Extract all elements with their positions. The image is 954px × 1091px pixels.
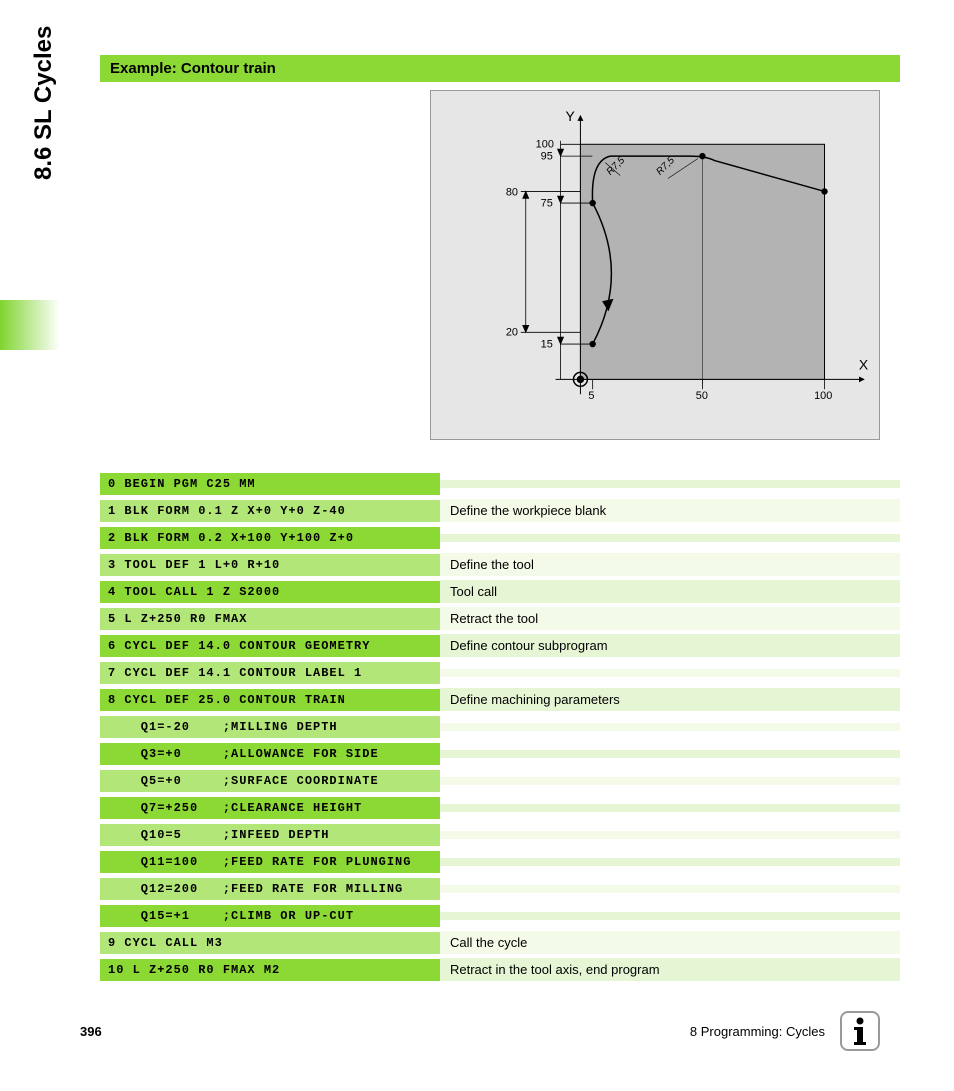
code-row: 0 BEGIN PGM C25 MM bbox=[100, 470, 900, 497]
desc-cell: Retract the tool bbox=[440, 607, 900, 630]
desc-cell bbox=[440, 858, 900, 866]
code-cell: Q12=200 ;FEED RATE FOR MILLING bbox=[100, 878, 440, 900]
axis-x-label: X bbox=[859, 356, 868, 372]
svg-text:80: 80 bbox=[506, 186, 518, 198]
code-row: Q3=+0 ;ALLOWANCE FOR SIDE bbox=[100, 740, 900, 767]
info-icon bbox=[840, 1011, 880, 1051]
desc-cell: Call the cycle bbox=[440, 931, 900, 954]
main-content: Example: Contour train X Y bbox=[100, 55, 900, 82]
side-tab-gradient bbox=[0, 300, 60, 350]
desc-cell bbox=[440, 750, 900, 758]
desc-cell bbox=[440, 777, 900, 785]
svg-text:95: 95 bbox=[541, 151, 553, 163]
desc-cell: Define contour subprogram bbox=[440, 634, 900, 657]
code-cell: 6 CYCL DEF 14.0 CONTOUR GEOMETRY bbox=[100, 635, 440, 657]
code-row: Q7=+250 ;CLEARANCE HEIGHT bbox=[100, 794, 900, 821]
code-row: 1 BLK FORM 0.1 Z X+0 Y+0 Z-40Define the … bbox=[100, 497, 900, 524]
page-number: 396 bbox=[80, 1024, 102, 1039]
svg-text:20: 20 bbox=[506, 327, 518, 339]
code-cell: Q7=+250 ;CLEARANCE HEIGHT bbox=[100, 797, 440, 819]
axis-y-label: Y bbox=[566, 108, 575, 124]
code-cell: 4 TOOL CALL 1 Z S2000 bbox=[100, 581, 440, 603]
code-row: Q11=100 ;FEED RATE FOR PLUNGING bbox=[100, 848, 900, 875]
code-row: Q5=+0 ;SURFACE COORDINATE bbox=[100, 767, 900, 794]
chapter-label: 8 Programming: Cycles bbox=[690, 1024, 825, 1039]
svg-text:15: 15 bbox=[541, 339, 553, 351]
code-row: Q10=5 ;INFEED DEPTH bbox=[100, 821, 900, 848]
desc-cell bbox=[440, 912, 900, 920]
desc-cell bbox=[440, 480, 900, 488]
code-row: 6 CYCL DEF 14.0 CONTOUR GEOMETRYDefine c… bbox=[100, 632, 900, 659]
code-cell: 9 CYCL CALL M3 bbox=[100, 932, 440, 954]
svg-text:50: 50 bbox=[696, 390, 708, 402]
diagram-svg: X Y bbox=[431, 91, 879, 439]
desc-cell: Define the tool bbox=[440, 553, 900, 576]
desc-cell bbox=[440, 669, 900, 677]
code-cell: 3 TOOL DEF 1 L+0 R+10 bbox=[100, 554, 440, 576]
code-row: 5 L Z+250 R0 FMAXRetract the tool bbox=[100, 605, 900, 632]
code-cell: 0 BEGIN PGM C25 MM bbox=[100, 473, 440, 495]
desc-cell bbox=[440, 723, 900, 731]
code-cell: Q3=+0 ;ALLOWANCE FOR SIDE bbox=[100, 743, 440, 765]
contour-diagram: X Y bbox=[430, 90, 880, 440]
code-cell: 1 BLK FORM 0.1 Z X+0 Y+0 Z-40 bbox=[100, 500, 440, 522]
code-table: 0 BEGIN PGM C25 MM1 BLK FORM 0.1 Z X+0 Y… bbox=[100, 470, 900, 983]
code-cell: 10 L Z+250 R0 FMAX M2 bbox=[100, 959, 440, 981]
footer-right: 8 Programming: Cycles bbox=[690, 1011, 880, 1051]
code-row: 2 BLK FORM 0.2 X+100 Y+100 Z+0 bbox=[100, 524, 900, 551]
svg-text:100: 100 bbox=[814, 390, 832, 402]
desc-cell bbox=[440, 831, 900, 839]
code-cell: Q15=+1 ;CLIMB OR UP-CUT bbox=[100, 905, 440, 927]
desc-cell bbox=[440, 804, 900, 812]
code-row: 9 CYCL CALL M3Call the cycle bbox=[100, 929, 900, 956]
page-footer: 396 8 Programming: Cycles bbox=[80, 1011, 880, 1051]
desc-cell: Retract in the tool axis, end program bbox=[440, 958, 900, 981]
desc-cell bbox=[440, 534, 900, 542]
code-row: Q1=-20 ;MILLING DEPTH bbox=[100, 713, 900, 740]
desc-cell: Define the workpiece blank bbox=[440, 499, 900, 522]
code-cell: 5 L Z+250 R0 FMAX bbox=[100, 608, 440, 630]
code-row: 3 TOOL DEF 1 L+0 R+10Define the tool bbox=[100, 551, 900, 578]
code-cell: Q5=+0 ;SURFACE COORDINATE bbox=[100, 770, 440, 792]
svg-text:100: 100 bbox=[536, 139, 554, 151]
code-cell: 2 BLK FORM 0.2 X+100 Y+100 Z+0 bbox=[100, 527, 440, 549]
svg-text:5: 5 bbox=[588, 390, 594, 402]
code-cell: Q11=100 ;FEED RATE FOR PLUNGING bbox=[100, 851, 440, 873]
code-cell: Q1=-20 ;MILLING DEPTH bbox=[100, 716, 440, 738]
code-row: 7 CYCL DEF 14.1 CONTOUR LABEL 1 bbox=[100, 659, 900, 686]
code-row: Q15=+1 ;CLIMB OR UP-CUT bbox=[100, 902, 900, 929]
example-header: Example: Contour train bbox=[100, 55, 900, 82]
code-row: 10 L Z+250 R0 FMAX M2Retract in the tool… bbox=[100, 956, 900, 983]
desc-cell bbox=[440, 885, 900, 893]
svg-text:75: 75 bbox=[541, 197, 553, 209]
code-row: 4 TOOL CALL 1 Z S2000Tool call bbox=[100, 578, 900, 605]
code-row: Q12=200 ;FEED RATE FOR MILLING bbox=[100, 875, 900, 902]
code-cell: Q10=5 ;INFEED DEPTH bbox=[100, 824, 440, 846]
code-cell: 8 CYCL DEF 25.0 CONTOUR TRAIN bbox=[100, 689, 440, 711]
desc-cell: Tool call bbox=[440, 580, 900, 603]
section-title: 8.6 SL Cycles bbox=[30, 26, 58, 180]
code-cell: 7 CYCL DEF 14.1 CONTOUR LABEL 1 bbox=[100, 662, 440, 684]
code-row: 8 CYCL DEF 25.0 CONTOUR TRAINDefine mach… bbox=[100, 686, 900, 713]
desc-cell: Define machining parameters bbox=[440, 688, 900, 711]
